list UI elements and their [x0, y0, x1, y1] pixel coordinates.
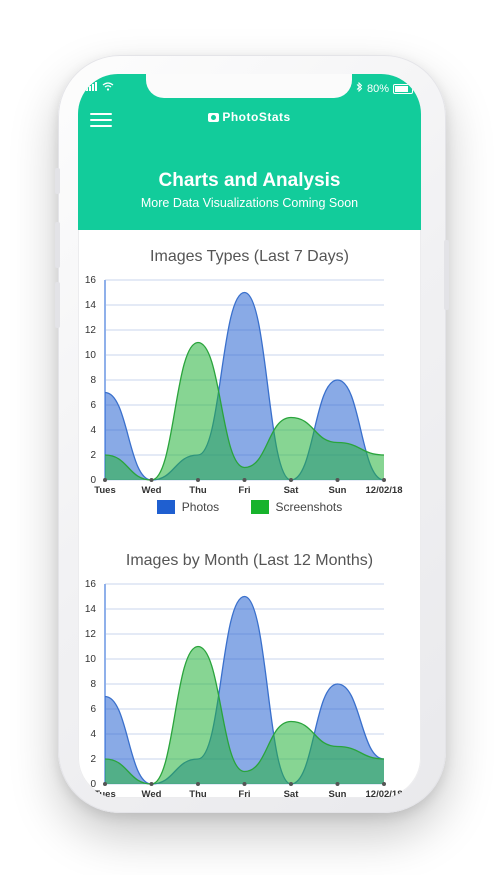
series-line-screenshots [104, 341, 385, 481]
x-tick-label: Sun [329, 485, 347, 496]
app-header: 80% PhotoStats Charts and Analysis More … [78, 74, 421, 230]
legend-label-screenshots: Screenshots [275, 500, 343, 514]
images-by-month-chart: 0 2 4 6 8 10 12 14 16 Tues Wed Thu Fri Sat Sun 12/02/18 [85, 579, 403, 798]
image-types-chart: 0 2 4 6 8 10 12 14 16 Tues Wed Thu Fri Sat Sun 12/02/18 [85, 275, 403, 496]
y-tick-label: 2 [90, 754, 96, 765]
x-tick-label: Tues [94, 789, 115, 798]
y-tick-label: 0 [90, 779, 96, 790]
volume-down-button [55, 282, 60, 328]
y-tick-label: 16 [85, 579, 97, 590]
notch [146, 74, 352, 98]
y-tick-label: 6 [90, 704, 96, 715]
x-tick-label: Fri [238, 485, 250, 496]
page-title: Charts and Analysis [158, 170, 341, 191]
y-tick-label: 12 [85, 629, 97, 640]
page-subtitle: More Data Visualizations Coming Soon [140, 196, 359, 210]
x-axis-point [382, 782, 386, 786]
legend-item-screenshots[interactable]: Screenshots [250, 500, 343, 514]
x-axis-point [289, 478, 293, 482]
x-tick-label: 12/02/18 [366, 789, 403, 798]
x-tick-label: Sat [284, 789, 300, 798]
photos-swatch [156, 500, 175, 514]
area-screenshots [105, 646, 384, 784]
series-line-screenshots [104, 645, 385, 785]
x-tick-label: Thu [189, 485, 207, 496]
y-tick-label: 2 [90, 450, 96, 461]
y-tick-label: 14 [85, 300, 97, 311]
power-button [444, 240, 449, 310]
signal-icon [86, 82, 98, 94]
y-tick-label: 10 [85, 654, 97, 665]
y-tick-label: 4 [90, 729, 96, 740]
x-tick-label: Wed [142, 789, 162, 798]
x-axis-point [289, 782, 293, 786]
x-tick-label: Tues [94, 485, 115, 496]
bluetooth-icon [356, 81, 363, 95]
y-tick-label: 14 [85, 604, 97, 615]
volume-up-button [55, 222, 60, 268]
x-axis-point [382, 478, 386, 482]
y-tick-label: 6 [90, 400, 96, 411]
battery-icon [393, 83, 413, 94]
x-tick-label: Sat [284, 485, 300, 496]
chart-legend: Photos Screenshots [78, 500, 421, 517]
menu-button[interactable] [90, 113, 112, 127]
y-tick-label: 8 [90, 679, 96, 690]
chart-title-image-types: Images Types (Last 7 Days) [150, 248, 349, 265]
y-tick-label: 4 [90, 425, 96, 436]
wifi-icon [102, 82, 114, 94]
x-axis-point [103, 782, 107, 786]
x-tick-label: Thu [189, 789, 207, 798]
x-tick-label: Wed [142, 485, 162, 496]
camera-icon [208, 113, 220, 122]
x-tick-label: 12/02/18 [366, 485, 403, 496]
battery-percentage: 80% [366, 82, 389, 95]
y-tick-label: 8 [90, 375, 96, 386]
x-tick-label: Sun [329, 789, 347, 798]
x-axis-point [242, 478, 247, 482]
x-axis-point [335, 478, 340, 482]
x-axis-point [335, 782, 340, 786]
y-tick-label: 16 [85, 275, 97, 286]
y-tick-label: 12 [85, 325, 97, 336]
legend-label-photos: Photos [181, 500, 220, 514]
chart-title-images-by-month: Images by Month (Last 12 Months) [125, 552, 374, 569]
status-bar-right: 80% [356, 81, 413, 95]
x-axis-point [242, 782, 247, 786]
app-screen: 80% PhotoStats Charts and Analysis More … [78, 74, 421, 798]
area-screenshots [105, 342, 384, 480]
mute-switch [55, 168, 60, 194]
x-axis-point [196, 478, 200, 482]
x-axis-point [149, 782, 154, 786]
app-logo: PhotoStats [78, 110, 421, 124]
legend-item-photos[interactable]: Photos [156, 500, 220, 514]
x-axis-point [149, 478, 154, 482]
x-tick-label: Fri [238, 789, 250, 798]
x-axis-point [196, 782, 200, 786]
x-axis-point [103, 478, 107, 482]
y-tick-label: 0 [90, 475, 96, 486]
y-tick-label: 10 [85, 350, 97, 361]
status-bar-left [86, 82, 114, 94]
app-name: PhotoStats [222, 110, 291, 124]
screenshots-swatch [250, 500, 269, 514]
